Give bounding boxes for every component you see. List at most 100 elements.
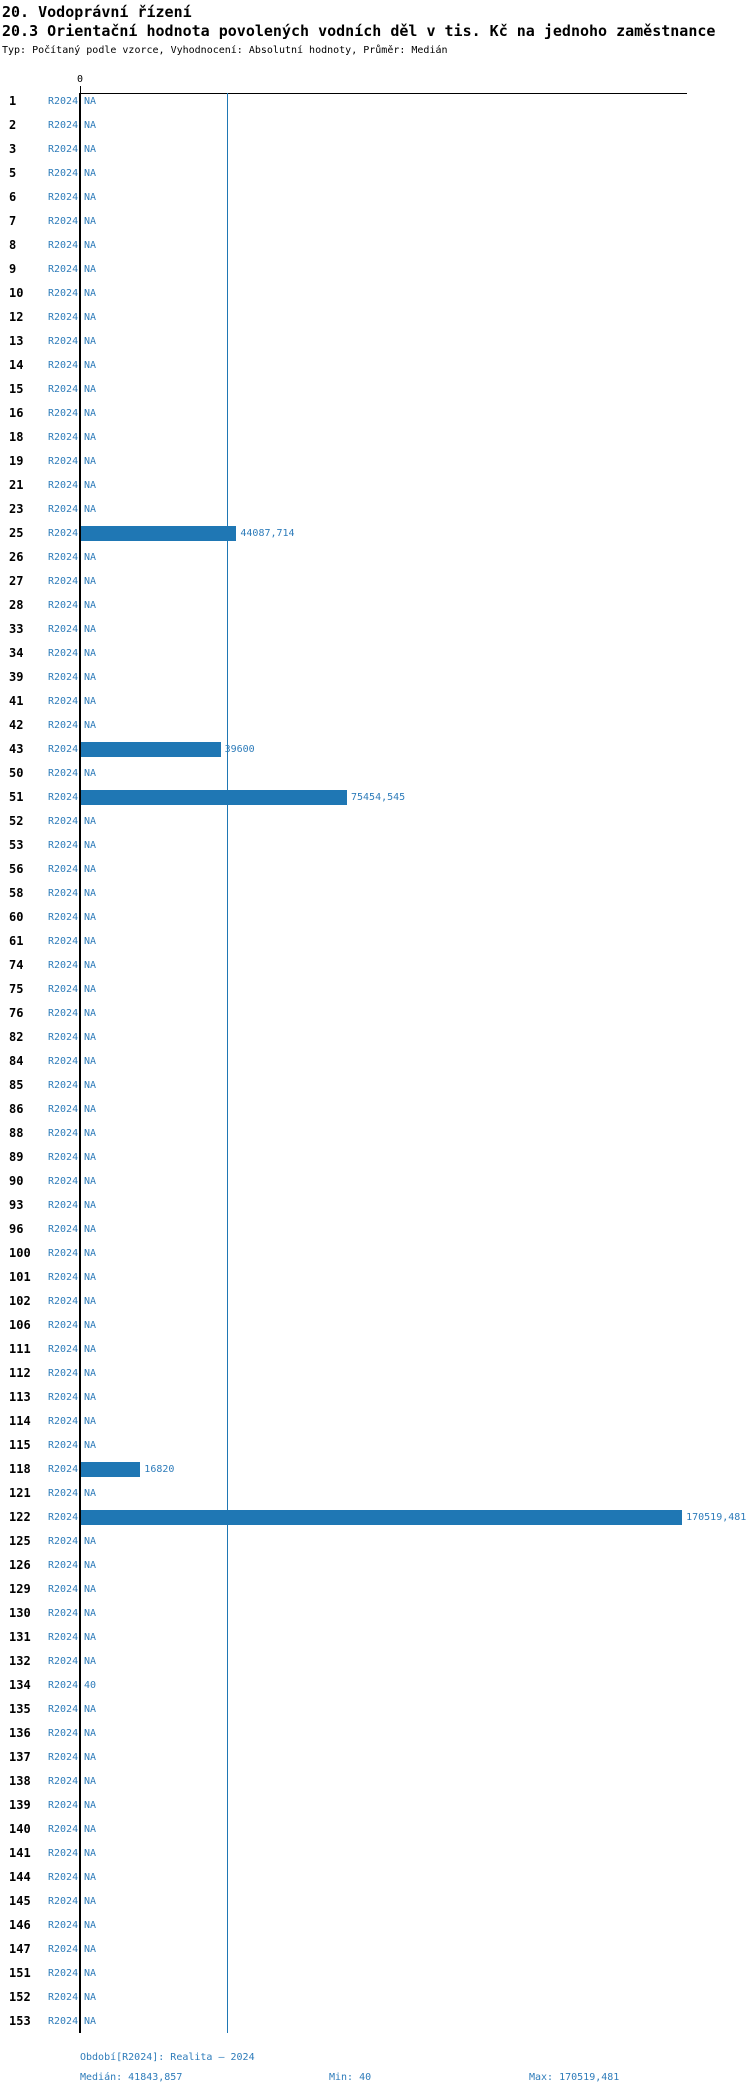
row-id-label: 51	[9, 790, 24, 804]
row-na-label: NA	[84, 1176, 97, 1187]
footer-min-stat: Min: 40	[329, 2072, 372, 2083]
row-period-label: R2024	[48, 1296, 79, 1307]
row-period-label: R2024	[48, 960, 79, 971]
row-period-label: R2024	[48, 504, 79, 515]
row-period-label: R2024	[48, 1632, 79, 1643]
bar	[81, 1510, 683, 1525]
row-period-label: R2024	[48, 1248, 79, 1259]
row-id-label: 114	[9, 1414, 31, 1428]
row-period-label: R2024	[48, 1344, 79, 1355]
row-value-label: 44087,714	[240, 528, 295, 539]
row-period-label: R2024	[48, 408, 79, 419]
row-id-label: 52	[9, 814, 24, 828]
row-id-label: 138	[9, 1774, 31, 1788]
x-axis-line	[80, 93, 687, 94]
row-id-label: 140	[9, 1822, 31, 1836]
page-title: 20. Vodoprávní řízení	[2, 3, 192, 21]
row-period-label: R2024	[48, 312, 79, 323]
row-period-label: R2024	[48, 1584, 79, 1595]
row-value-label: 39600	[224, 744, 255, 755]
row-id-label: 1	[9, 94, 17, 108]
row-id-label: 25	[9, 526, 24, 540]
row-id-label: 86	[9, 1102, 24, 1116]
row-period-label: R2024	[48, 120, 79, 131]
row-na-label: NA	[84, 1920, 97, 1931]
row-id-label: 130	[9, 1606, 31, 1620]
row-na-label: NA	[84, 1488, 97, 1499]
row-id-label: 18	[9, 430, 24, 444]
row-na-label: NA	[84, 1056, 97, 1067]
row-period-label: R2024	[48, 672, 79, 683]
row-period-label: R2024	[48, 432, 79, 443]
row-period-label: R2024	[48, 552, 79, 563]
row-period-label: R2024	[48, 1920, 79, 1931]
row-period-label: R2024	[48, 936, 79, 947]
row-na-label: NA	[84, 192, 97, 203]
row-id-label: 113	[9, 1390, 31, 1404]
row-period-label: R2024	[48, 1728, 79, 1739]
row-period-label: R2024	[48, 192, 79, 203]
row-na-label: NA	[84, 576, 97, 587]
row-period-label: R2024	[48, 1392, 79, 1403]
row-id-label: 88	[9, 1126, 24, 1140]
row-period-label: R2024	[48, 648, 79, 659]
row-period-label: R2024	[48, 1032, 79, 1043]
row-id-label: 5	[9, 166, 17, 180]
row-period-label: R2024	[48, 480, 79, 491]
row-period-label: R2024	[48, 1440, 79, 1451]
row-period-label: R2024	[48, 456, 79, 467]
row-na-label: NA	[84, 1944, 97, 1955]
row-na-label: NA	[84, 624, 97, 635]
row-na-label: NA	[84, 384, 97, 395]
bar	[81, 526, 237, 541]
row-na-label: NA	[84, 1248, 97, 1259]
row-na-label: NA	[84, 1752, 97, 1763]
row-period-label: R2024	[48, 1512, 79, 1523]
row-value-label: 170519,481	[686, 1512, 747, 1523]
row-period-label: R2024	[48, 1752, 79, 1763]
row-na-label: NA	[84, 648, 97, 659]
row-period-label: R2024	[48, 1008, 79, 1019]
row-period-label: R2024	[48, 264, 79, 275]
row-na-label: NA	[84, 1416, 97, 1427]
row-na-label: NA	[84, 1392, 97, 1403]
row-na-label: NA	[84, 504, 97, 515]
row-na-label: NA	[84, 336, 97, 347]
row-period-label: R2024	[48, 2016, 79, 2027]
row-na-label: NA	[84, 216, 97, 227]
row-period-label: R2024	[48, 600, 79, 611]
row-id-label: 85	[9, 1078, 24, 1092]
row-period-label: R2024	[48, 360, 79, 371]
row-na-label: NA	[84, 1104, 97, 1115]
row-period-label: R2024	[48, 1536, 79, 1547]
row-id-label: 106	[9, 1318, 31, 1332]
row-id-label: 122	[9, 1510, 31, 1524]
row-id-label: 26	[9, 550, 24, 564]
row-na-label: NA	[84, 144, 97, 155]
row-id-label: 146	[9, 1918, 31, 1932]
row-na-label: NA	[84, 432, 97, 443]
row-id-label: 43	[9, 742, 24, 756]
row-id-label: 89	[9, 1150, 24, 1164]
row-id-label: 152	[9, 1990, 31, 2004]
row-id-label: 15	[9, 382, 24, 396]
row-period-label: R2024	[48, 576, 79, 587]
row-na-label: NA	[84, 1656, 97, 1667]
row-id-label: 76	[9, 1006, 24, 1020]
row-na-label: NA	[84, 1608, 97, 1619]
row-period-label: R2024	[48, 288, 79, 299]
row-id-label: 93	[9, 1198, 24, 1212]
row-period-label: R2024	[48, 1560, 79, 1571]
row-period-label: R2024	[48, 816, 79, 827]
row-period-label: R2024	[48, 1872, 79, 1883]
row-id-label: 74	[9, 958, 24, 972]
row-id-label: 153	[9, 2014, 31, 2028]
row-na-label: NA	[84, 1296, 97, 1307]
row-na-label: NA	[84, 312, 97, 323]
row-period-label: R2024	[48, 1992, 79, 2003]
row-id-label: 134	[9, 1678, 31, 1692]
row-value-label: 75454,545	[351, 792, 406, 803]
row-na-label: NA	[84, 600, 97, 611]
row-period-label: R2024	[48, 624, 79, 635]
row-na-label: NA	[84, 864, 97, 875]
